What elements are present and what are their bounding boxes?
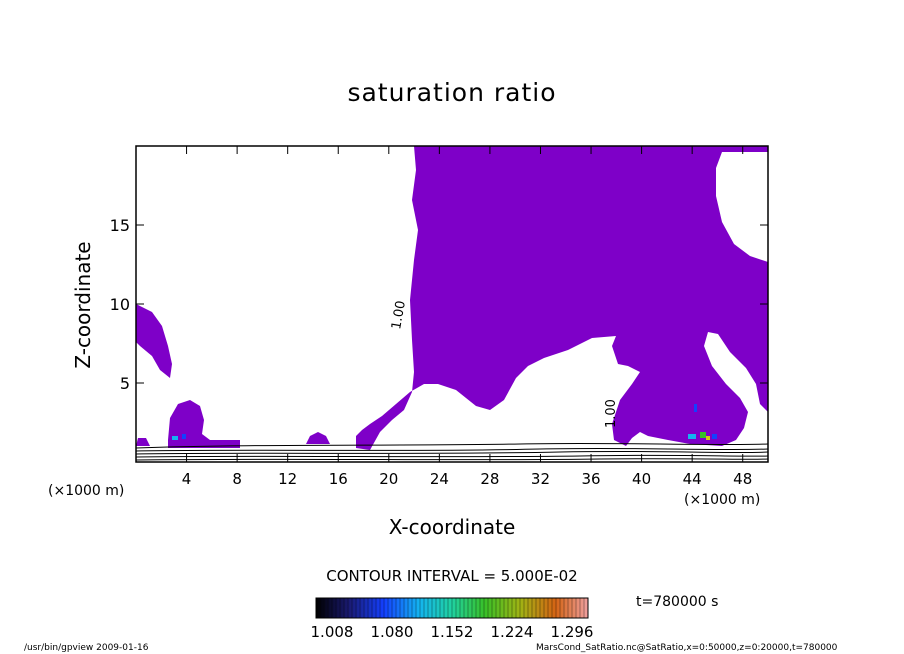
colorbar-tick-label: 1.152 bbox=[431, 623, 474, 641]
y-tick-label: 10 bbox=[110, 295, 130, 314]
colorbar-stripes bbox=[319, 598, 585, 618]
contour-label-1: 1.00 bbox=[389, 300, 409, 331]
program-footer: /usr/bin/gpview 2009-01-16 bbox=[24, 643, 149, 653]
colorbar-tick-label: 1.224 bbox=[491, 623, 534, 641]
x-tick-label: 36 bbox=[581, 470, 600, 488]
y-axis-label: Z-coordinate bbox=[71, 241, 95, 369]
y-tick-label: 5 bbox=[120, 374, 130, 393]
x-tick-label: 12 bbox=[278, 470, 297, 488]
chart-title: saturation ratio bbox=[347, 78, 557, 107]
colorbar-labels: 1.008 1.080 1.152 1.224 1.296 bbox=[311, 623, 594, 641]
colorbar-tick-label: 1.080 bbox=[371, 623, 414, 641]
x-tick-label: 32 bbox=[531, 470, 550, 488]
x-tick-label: 16 bbox=[329, 470, 348, 488]
saturated-region-small-3 bbox=[226, 440, 238, 444]
x-tick-label: 28 bbox=[480, 470, 499, 488]
x-axis-ticks: 4 8 12 16 20 24 28 32 36 40 44 48 bbox=[182, 146, 752, 488]
saturated-region-small-1 bbox=[306, 432, 330, 444]
saturated-region-small-2 bbox=[136, 438, 150, 446]
x-tick-label: 40 bbox=[632, 470, 651, 488]
x-tick-label: 4 bbox=[182, 470, 192, 488]
contour-interval: CONTOUR INTERVAL = 5.000E-02 bbox=[326, 567, 578, 585]
y-tick-label: 15 bbox=[110, 216, 130, 235]
x-unit-label-left: (×1000 m) bbox=[48, 483, 125, 499]
x-tick-label: 24 bbox=[430, 470, 449, 488]
x-tick-label: 44 bbox=[683, 470, 702, 488]
saturated-region-main bbox=[356, 146, 768, 450]
y-axis-ticks: 5 10 15 bbox=[110, 216, 768, 393]
saturated-region-left-plume bbox=[136, 304, 172, 378]
colorbar-tick-label: 1.008 bbox=[311, 623, 354, 641]
x-tick-label: 48 bbox=[733, 470, 752, 488]
x-axis-label: X-coordinate bbox=[388, 515, 516, 539]
x-tick-label: 20 bbox=[379, 470, 398, 488]
x-unit-label-right: (×1000 m) bbox=[684, 492, 761, 508]
contour-label-2: 1.00 bbox=[604, 399, 619, 428]
time-label: t=780000 s bbox=[636, 594, 719, 610]
colorbar-tick-label: 1.296 bbox=[551, 623, 594, 641]
x-tick-label: 8 bbox=[232, 470, 242, 488]
source-footer: MarsCond_SatRatio.nc@SatRatio,x=0:50000,… bbox=[536, 643, 838, 653]
